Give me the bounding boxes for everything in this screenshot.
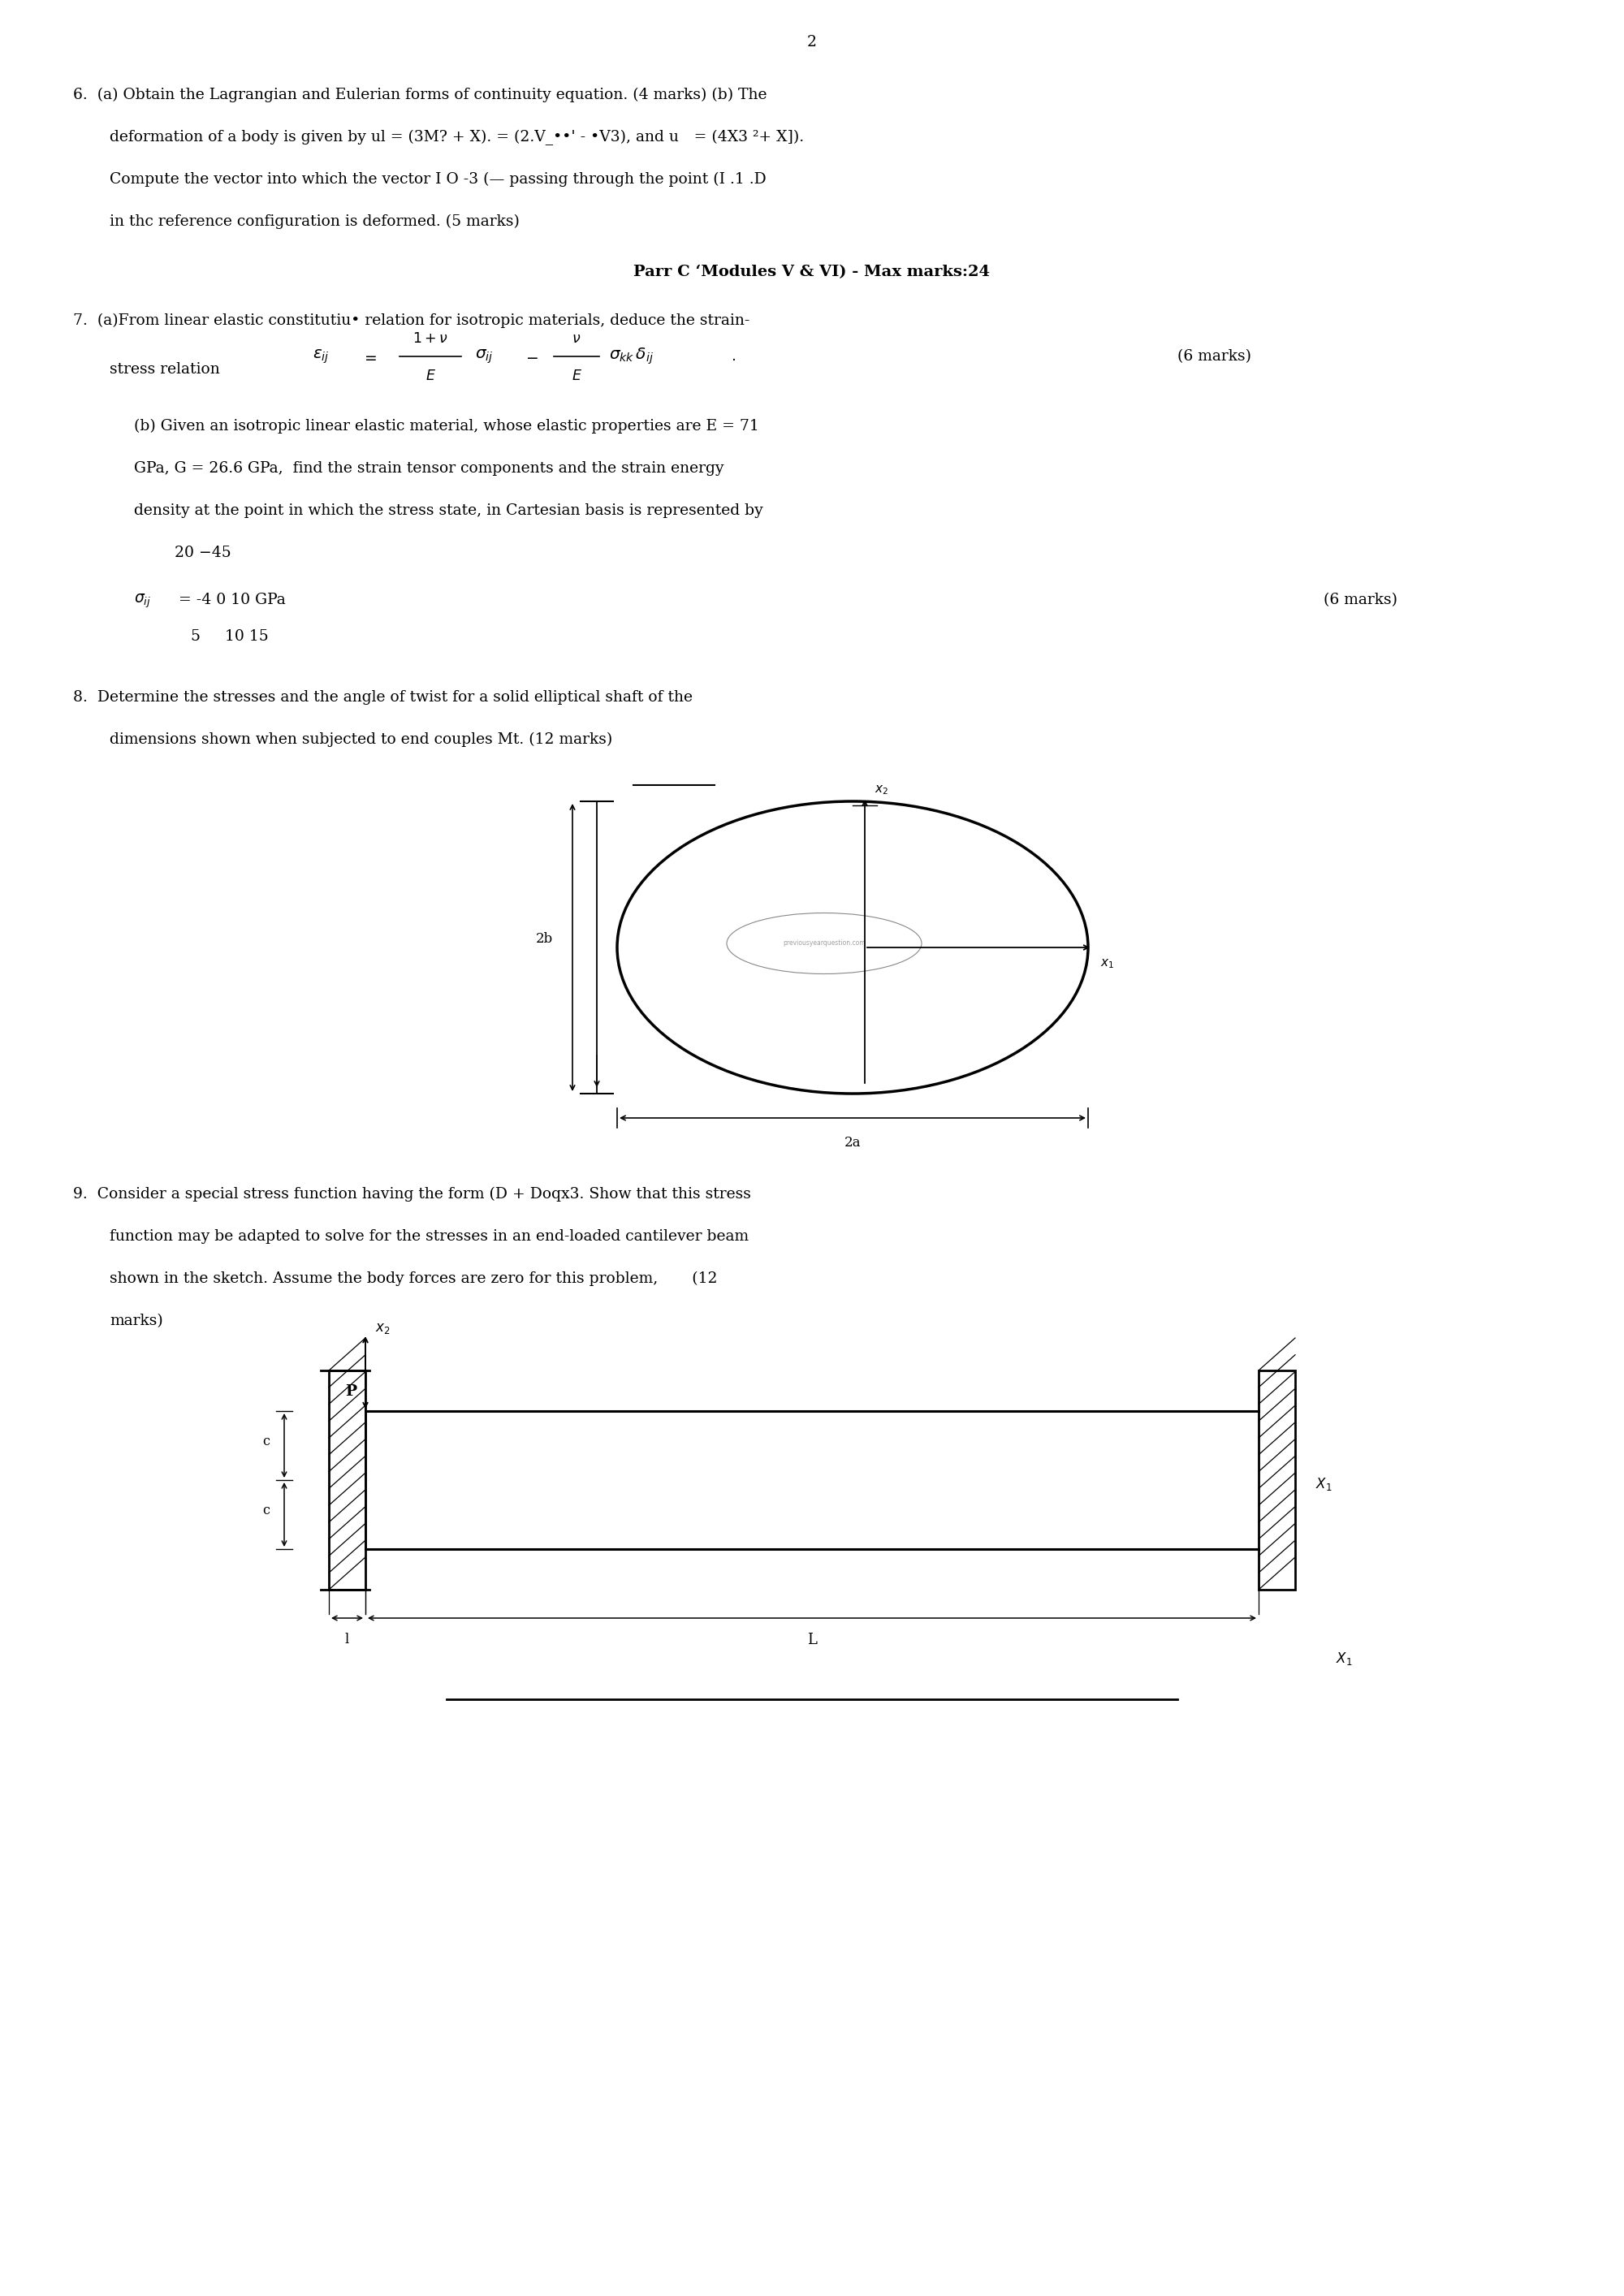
Text: 20 −45: 20 −45: [175, 546, 231, 560]
Text: 2a: 2a: [844, 1137, 861, 1150]
Text: $x_2$: $x_2$: [375, 1322, 390, 1336]
Text: shown in the sketch. Assume the body forces are zero for this problem,       (12: shown in the sketch. Assume the body for…: [110, 1272, 718, 1286]
Text: (6 marks): (6 marks): [1324, 592, 1397, 606]
Text: 7.  (a)From linear elastic constitutiu• relation for isotropic materials, deduce: 7. (a)From linear elastic constitutiu• r…: [73, 312, 750, 328]
Text: P: P: [344, 1384, 357, 1398]
Text: L: L: [807, 1632, 817, 1646]
Text: l: l: [344, 1632, 349, 1646]
Text: $X_1$: $X_1$: [1335, 1651, 1353, 1667]
Text: $x_1$: $x_1$: [1101, 957, 1114, 969]
Text: Compute the vector into which the vector I O -3 (— passing through the point (I : Compute the vector into which the vector…: [110, 172, 767, 186]
Text: $E$: $E$: [572, 370, 581, 383]
Bar: [328, 1371, 365, 1589]
Text: c: c: [263, 1435, 270, 1449]
Text: marks): marks): [110, 1313, 162, 1329]
Text: (6 marks): (6 marks): [1177, 349, 1250, 363]
Text: (b) Given an isotropic linear elastic material, whose elastic properties are E =: (b) Given an isotropic linear elastic ma…: [133, 418, 758, 434]
Text: 5     10 15: 5 10 15: [192, 629, 268, 643]
Text: $1+\nu$: $1+\nu$: [412, 331, 448, 347]
Text: deformation of a body is given by ul = (3M? + X). = (2.V_••' - •V3), and u = (4X: deformation of a body is given by ul = (…: [110, 131, 804, 145]
Text: = -4 0 10 GPa: = -4 0 10 GPa: [179, 592, 286, 606]
Text: $\nu$: $\nu$: [572, 331, 581, 347]
Text: $x_2$: $x_2$: [874, 783, 888, 797]
Text: $-$: $-$: [526, 349, 538, 365]
Text: density at the point in which the stress state, in Cartesian basis is represente: density at the point in which the stress…: [133, 503, 763, 519]
Text: 6.  (a) Obtain the Lagrangian and Eulerian forms of continuity equation. (4 mark: 6. (a) Obtain the Lagrangian and Euleria…: [73, 87, 767, 103]
Text: Parr C ‘Modules V & VI) - Max marks:24: Parr C ‘Modules V & VI) - Max marks:24: [633, 264, 991, 280]
Text: $\sigma_{kk}\,\delta_{ij}$: $\sigma_{kk}\,\delta_{ij}$: [609, 347, 654, 367]
Text: previousyearquestion.com: previousyearquestion.com: [783, 939, 866, 946]
Text: $\sigma_{ij}$: $\sigma_{ij}$: [474, 347, 494, 365]
Text: 8.  Determine the stresses and the angle of twist for a solid elliptical shaft o: 8. Determine the stresses and the angle …: [73, 691, 692, 705]
Text: GPa, G = 26.6 GPa,  find the strain tensor components and the strain energy: GPa, G = 26.6 GPa, find the strain tenso…: [133, 461, 724, 475]
Text: dimensions shown when subjected to end couples Mt. (12 marks): dimensions shown when subjected to end c…: [110, 732, 612, 746]
Text: $E$: $E$: [425, 370, 435, 383]
Text: 9.  Consider a special stress function having the form (D + Doqx3. Show that thi: 9. Consider a special stress function ha…: [73, 1187, 750, 1201]
Text: in thc reference configuration is deformed. (5 marks): in thc reference configuration is deform…: [110, 214, 520, 230]
Text: stress relation: stress relation: [110, 363, 219, 377]
Text: $X_1$: $X_1$: [1315, 1476, 1332, 1492]
Bar: [1259, 1371, 1296, 1589]
Text: 2: 2: [807, 34, 817, 51]
Text: $.$: $.$: [731, 349, 736, 365]
Text: $\varepsilon_{ij}$: $\varepsilon_{ij}$: [312, 347, 330, 365]
Text: 2b: 2b: [536, 932, 552, 946]
Text: $\sigma_{ij}$: $\sigma_{ij}$: [133, 592, 151, 611]
Text: function may be adapted to solve for the stresses in an end-loaded cantilever be: function may be adapted to solve for the…: [110, 1228, 749, 1244]
Text: $=$: $=$: [361, 349, 377, 365]
Text: c: c: [263, 1504, 270, 1518]
